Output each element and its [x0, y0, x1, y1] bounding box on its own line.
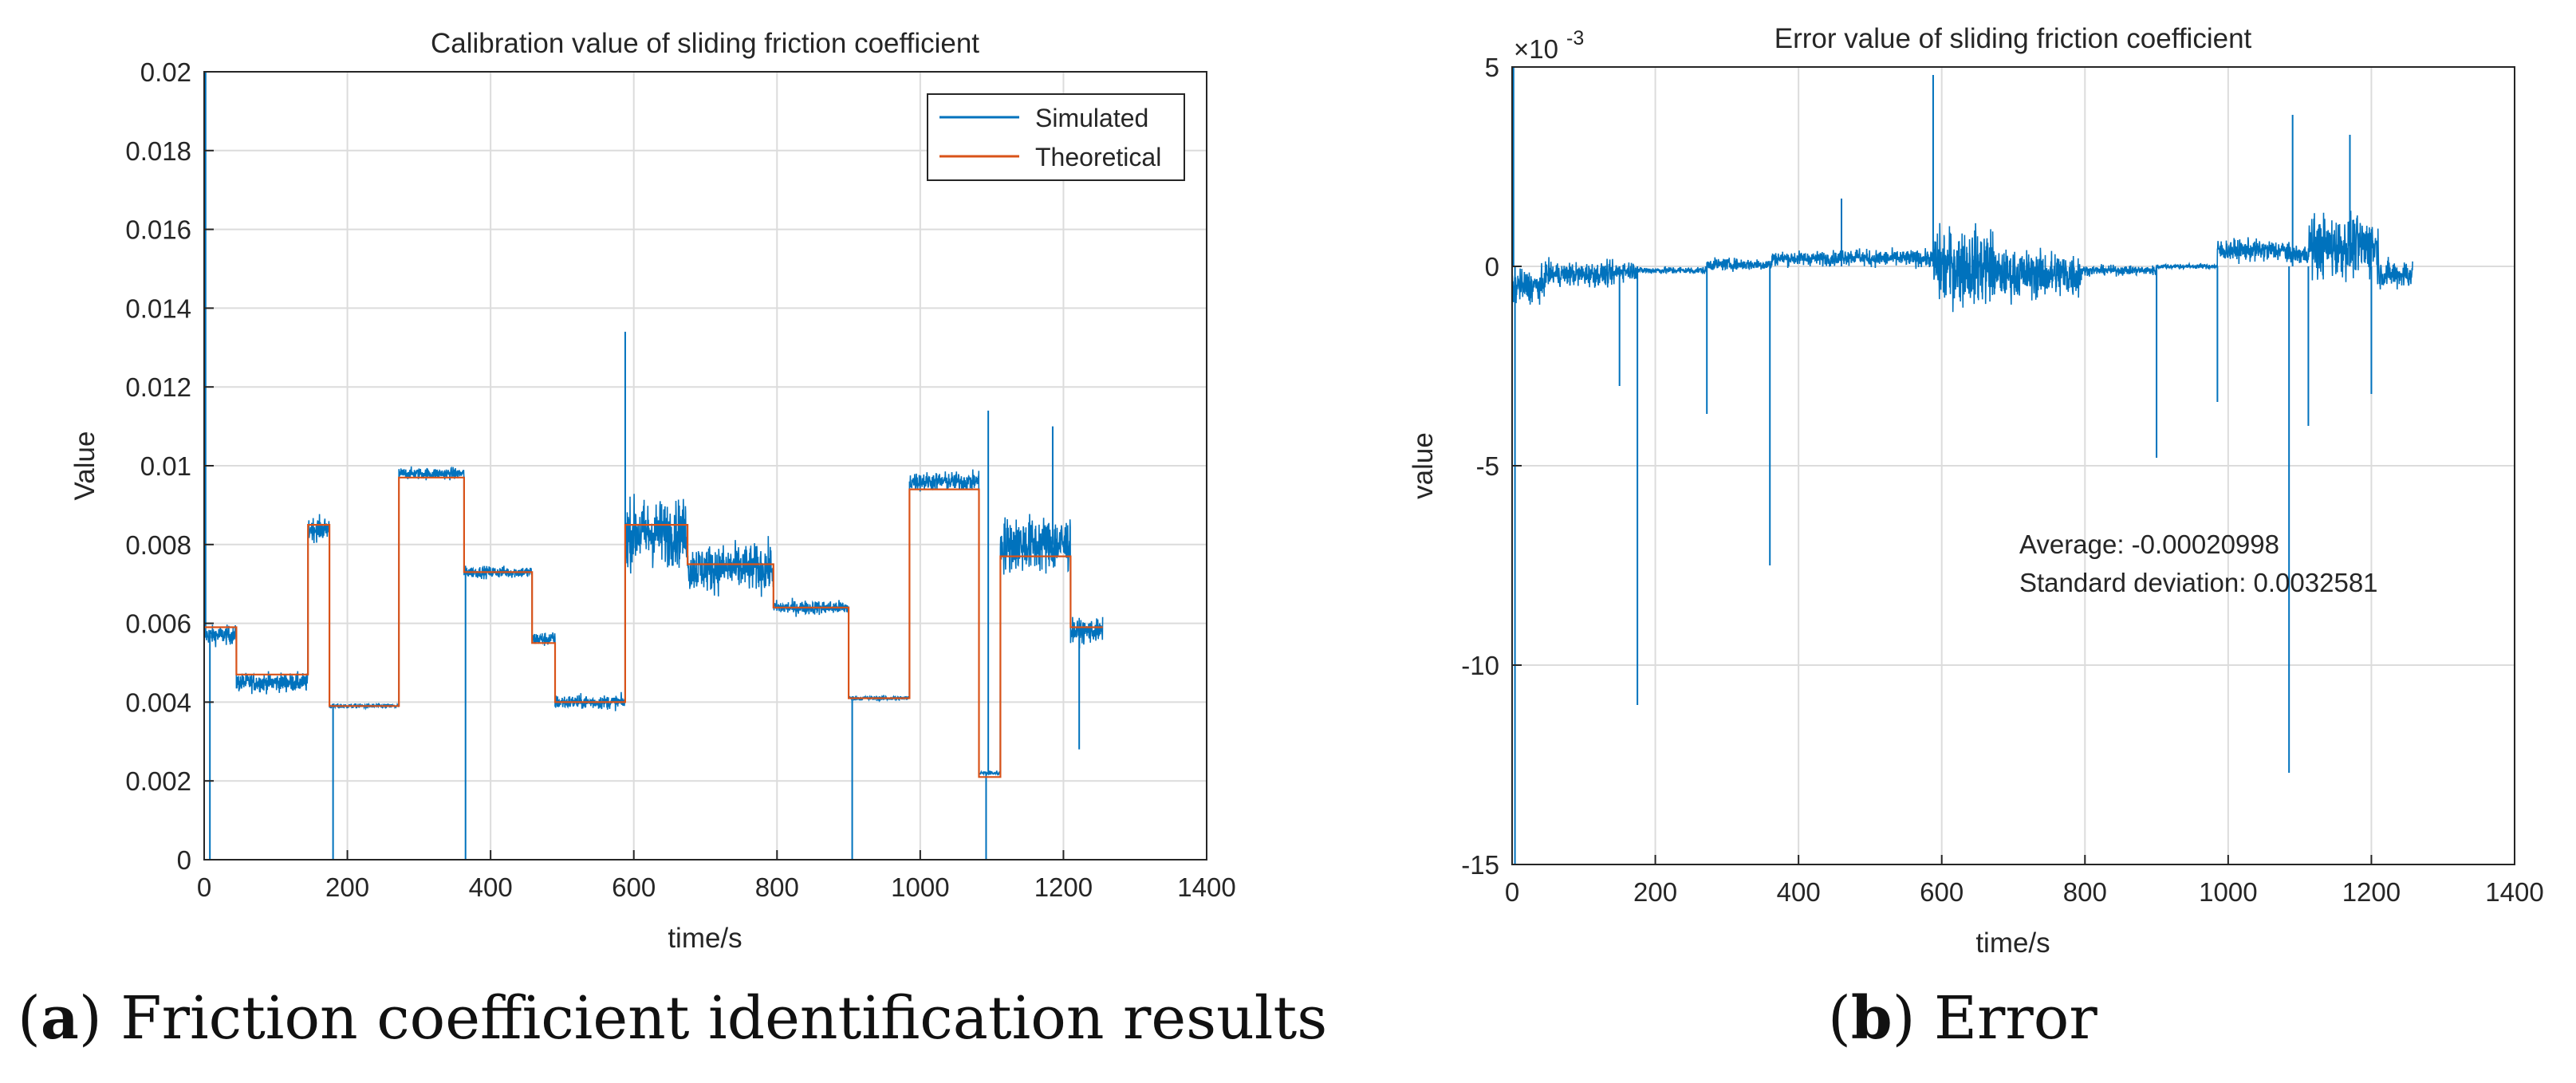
chart-a-xlabel: time/s	[668, 923, 742, 954]
chart-b-xtick-label: 1000	[2199, 877, 2257, 907]
chart-b-title: Error value of sliding friction coeffici…	[1774, 23, 2252, 54]
chart-b-ytick-label: 0	[1485, 252, 1499, 282]
chart-a-ytick-label: 0.008	[125, 530, 191, 560]
chart-b-ticks: 0 200 400 600 800 1000 1200 1400 -15 -10 -5 0 5	[1461, 53, 2543, 907]
annotation-average: Average: -0.00020998	[2019, 530, 2279, 559]
chart-a-ytick-label: 0.014	[125, 293, 191, 323]
chart-b-ylabel: value	[1408, 432, 1439, 499]
chart-b-exponent-label: ×10 -3	[1514, 27, 1584, 64]
chart-a-ytick-label: 0.016	[125, 215, 191, 245]
annotation-std-dev: Standard deviation: 0.0032581	[2019, 568, 2378, 597]
chart-a-xtick-label: 0	[197, 872, 211, 902]
chart-a-xtick-label: 600	[612, 872, 656, 902]
chart-a-plot-area	[203, 72, 1104, 860]
chart-a-xtick-label: 1200	[1034, 872, 1093, 902]
chart-a-ylabel: Value	[69, 431, 100, 501]
caption-b-text: Error	[1934, 984, 2097, 1053]
legend-theoretical-label: Theoretical	[1035, 143, 1161, 171]
chart-b-xtick-label: 200	[1633, 877, 1677, 907]
chart-a-ytick-label: 0.012	[125, 372, 191, 402]
caption-a: (a) Friction coefficient identification …	[18, 984, 1327, 1053]
chart-b-xtick-label: 400	[1777, 877, 1821, 907]
caption-a-label: a	[41, 984, 79, 1053]
chart-a-xtick-label: 200	[325, 872, 369, 902]
chart-b-xlabel: time/s	[1975, 927, 2050, 959]
chart-a-ytick-label: 0.018	[125, 136, 191, 166]
chart-panel-b: 0 200 400 600 800 1000 1200 1400 -15 -10 -5 0 5 Erro…	[1408, 23, 2544, 959]
exponent-base: ×10	[1514, 34, 1558, 64]
chart-b-xtick-label: 0	[1505, 877, 1519, 907]
caption-b: (b) Error	[1828, 984, 2097, 1053]
svg-text:(a) Friction coefficient ident: (a) Friction coefficient identification …	[18, 984, 1327, 1053]
legend-box	[927, 93, 1185, 181]
legend-simulated-label: Simulated	[1035, 104, 1148, 132]
chart-b-ytick-label: 5	[1485, 53, 1499, 82]
chart-a-ytick-label: 0.004	[125, 687, 191, 717]
chart-a-ytick-label: 0.006	[125, 609, 191, 639]
chart-b-xtick-label: 1400	[2485, 877, 2543, 907]
chart-b-ytick-label: -5	[1476, 451, 1499, 481]
svg-text:(b) Error: (b) Error	[1828, 984, 2097, 1053]
chart-a-ytick-label: 0	[177, 845, 191, 875]
chart-b-xtick-label: 600	[1920, 877, 1964, 907]
chart-a-xtick-label: 400	[469, 872, 513, 902]
chart-a-ytick-label: 0.002	[125, 766, 191, 796]
chart-a-legend: Simulated Theoretical	[927, 93, 1185, 181]
exponent-power: -3	[1566, 27, 1584, 49]
series-theoretical-line	[204, 476, 1103, 778]
chart-a-xtick-label: 1000	[891, 872, 949, 902]
chart-panel-a: 0 200 400 600 800 1000 1200 1400 0 0.002 0.004 0.00…	[69, 28, 1236, 954]
chart-b-ytick-label: -10	[1461, 651, 1499, 680]
chart-b-ytick-label: -15	[1461, 850, 1499, 880]
caption-a-text: Friction coefficient identification resu…	[120, 984, 1327, 1053]
chart-a-ticks: 0 200 400 600 800 1000 1200 1400 0 0.002 0.004 0.00…	[125, 57, 1235, 902]
chart-a-ytick-label: 0.02	[140, 57, 191, 87]
chart-b-xtick-label: 800	[2063, 877, 2107, 907]
chart-b-plot-area	[1511, 67, 2413, 864]
chart-a-ytick-label: 0.01	[140, 451, 191, 481]
chart-a-title: Calibration value of sliding friction co…	[431, 28, 979, 59]
chart-b-xtick-label: 1200	[2342, 877, 2401, 907]
chart-a-xtick-label: 800	[755, 872, 799, 902]
chart-a-xtick-label: 1400	[1177, 872, 1235, 902]
series-error-line	[1511, 211, 2413, 313]
caption-b-label: b	[1851, 984, 1893, 1053]
